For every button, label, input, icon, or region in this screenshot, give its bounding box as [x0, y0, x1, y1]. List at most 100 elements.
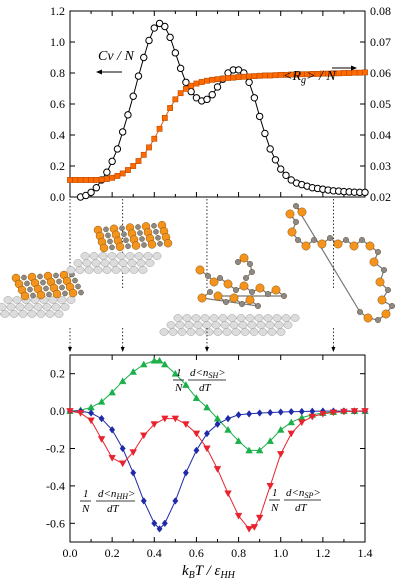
cv-point	[250, 94, 259, 102]
data-point	[140, 497, 147, 505]
substrate-atom	[107, 252, 117, 260]
substrate-atom	[247, 321, 257, 329]
snapshot-1-film	[11, 270, 84, 301]
data-point	[98, 414, 105, 423]
data-point	[266, 437, 274, 444]
right-tick-label: 0.06	[370, 66, 391, 80]
rg-point	[214, 76, 221, 83]
top-series	[67, 19, 369, 201]
substrate-atom	[75, 266, 85, 274]
y-tick-label: 0.2	[50, 367, 65, 381]
film-monomer	[139, 236, 145, 242]
film-monomer	[56, 278, 62, 285]
data-point	[234, 512, 243, 520]
substrate-atom	[195, 328, 205, 336]
cv-point	[192, 94, 201, 102]
substrate-atom	[24, 303, 34, 311]
substrate-atom	[168, 328, 178, 336]
data-point	[171, 415, 180, 423]
rg-point	[240, 73, 247, 80]
film-monomer	[52, 289, 62, 299]
rg-point	[356, 69, 363, 76]
data-point	[246, 410, 253, 418]
film-monomer	[36, 290, 46, 300]
substrate-atom	[220, 321, 230, 329]
sh-label-num: d<nSH>	[190, 367, 226, 380]
polar-monomer	[311, 236, 318, 243]
guide-arrow-head	[120, 347, 125, 352]
polar-monomer	[246, 261, 253, 268]
data-point	[161, 415, 169, 423]
data-point	[245, 446, 253, 454]
film-monomer	[157, 240, 163, 247]
cv-point	[261, 129, 269, 138]
x-tick-label: 0.2	[105, 546, 120, 560]
polar-monomer	[295, 236, 302, 243]
rg-point	[351, 69, 358, 76]
data-point	[150, 356, 159, 364]
substrate-atom	[80, 252, 90, 260]
cv-point	[266, 145, 274, 153]
data-point	[182, 469, 189, 477]
substrate-1	[0, 296, 76, 318]
sh-label: 1 N d<nSH> dT	[173, 367, 226, 394]
x-tick-label: 0.0	[63, 546, 78, 560]
data-point	[203, 445, 211, 453]
rg-arrow-head	[351, 65, 357, 71]
substrate-atom	[136, 259, 146, 267]
data-point	[308, 413, 317, 421]
right-tick-label: 0.07	[370, 35, 391, 49]
film-monomer	[78, 289, 84, 296]
substrate-atom	[222, 328, 232, 336]
rg-label-open: <R	[283, 69, 301, 84]
rg-point	[219, 75, 226, 82]
rg-point	[146, 144, 152, 151]
cv-point	[92, 184, 101, 192]
data-point	[88, 409, 95, 417]
substrate-atom	[177, 328, 187, 336]
rg-point	[140, 151, 147, 158]
right-tick-label: 0.03	[370, 159, 391, 173]
polar-monomer	[293, 218, 300, 225]
data-point	[276, 425, 285, 433]
film-monomer	[99, 243, 109, 253]
rg-point	[130, 163, 137, 169]
x-tick-label: 0.4	[147, 546, 162, 560]
film-monomer	[27, 286, 33, 293]
polar-monomer	[327, 234, 334, 241]
substrate-atom	[125, 252, 135, 260]
snapshot-2-film	[93, 220, 173, 253]
substrate-atom	[191, 314, 201, 322]
data-point	[298, 407, 305, 416]
rg-point	[125, 167, 131, 173]
film-monomer	[62, 290, 68, 297]
rg-point	[230, 74, 237, 81]
hydrophobic-monomer	[365, 241, 375, 251]
sp-label: 1 N d<nSP> dT	[269, 487, 321, 514]
rg-point	[204, 77, 210, 84]
substrate-atom	[211, 321, 221, 329]
substrate-atom	[66, 266, 76, 274]
substrate-atom	[272, 314, 282, 322]
x-tick-label: 0.8	[231, 546, 246, 560]
substrate-atom	[283, 321, 293, 329]
cv-label: Cv / N	[98, 49, 134, 64]
data-point	[276, 451, 285, 458]
data-point	[161, 360, 169, 368]
data-point	[214, 420, 221, 428]
data-point	[192, 430, 201, 438]
sh-label-n: N	[174, 382, 183, 394]
substrate-atom	[290, 314, 300, 322]
data-point	[108, 454, 116, 462]
film-monomer	[135, 224, 141, 230]
substrate-atom	[6, 303, 16, 311]
polar-monomer	[204, 273, 211, 280]
right-tick-label: 0.02	[370, 190, 391, 204]
cv-point	[245, 78, 253, 87]
rg-point	[72, 177, 79, 183]
cv-point	[161, 22, 169, 31]
polar-monomer	[281, 293, 288, 300]
right-tick-label: 0.05	[370, 97, 391, 111]
rg-point	[119, 170, 126, 177]
substrate-atom	[229, 321, 239, 329]
